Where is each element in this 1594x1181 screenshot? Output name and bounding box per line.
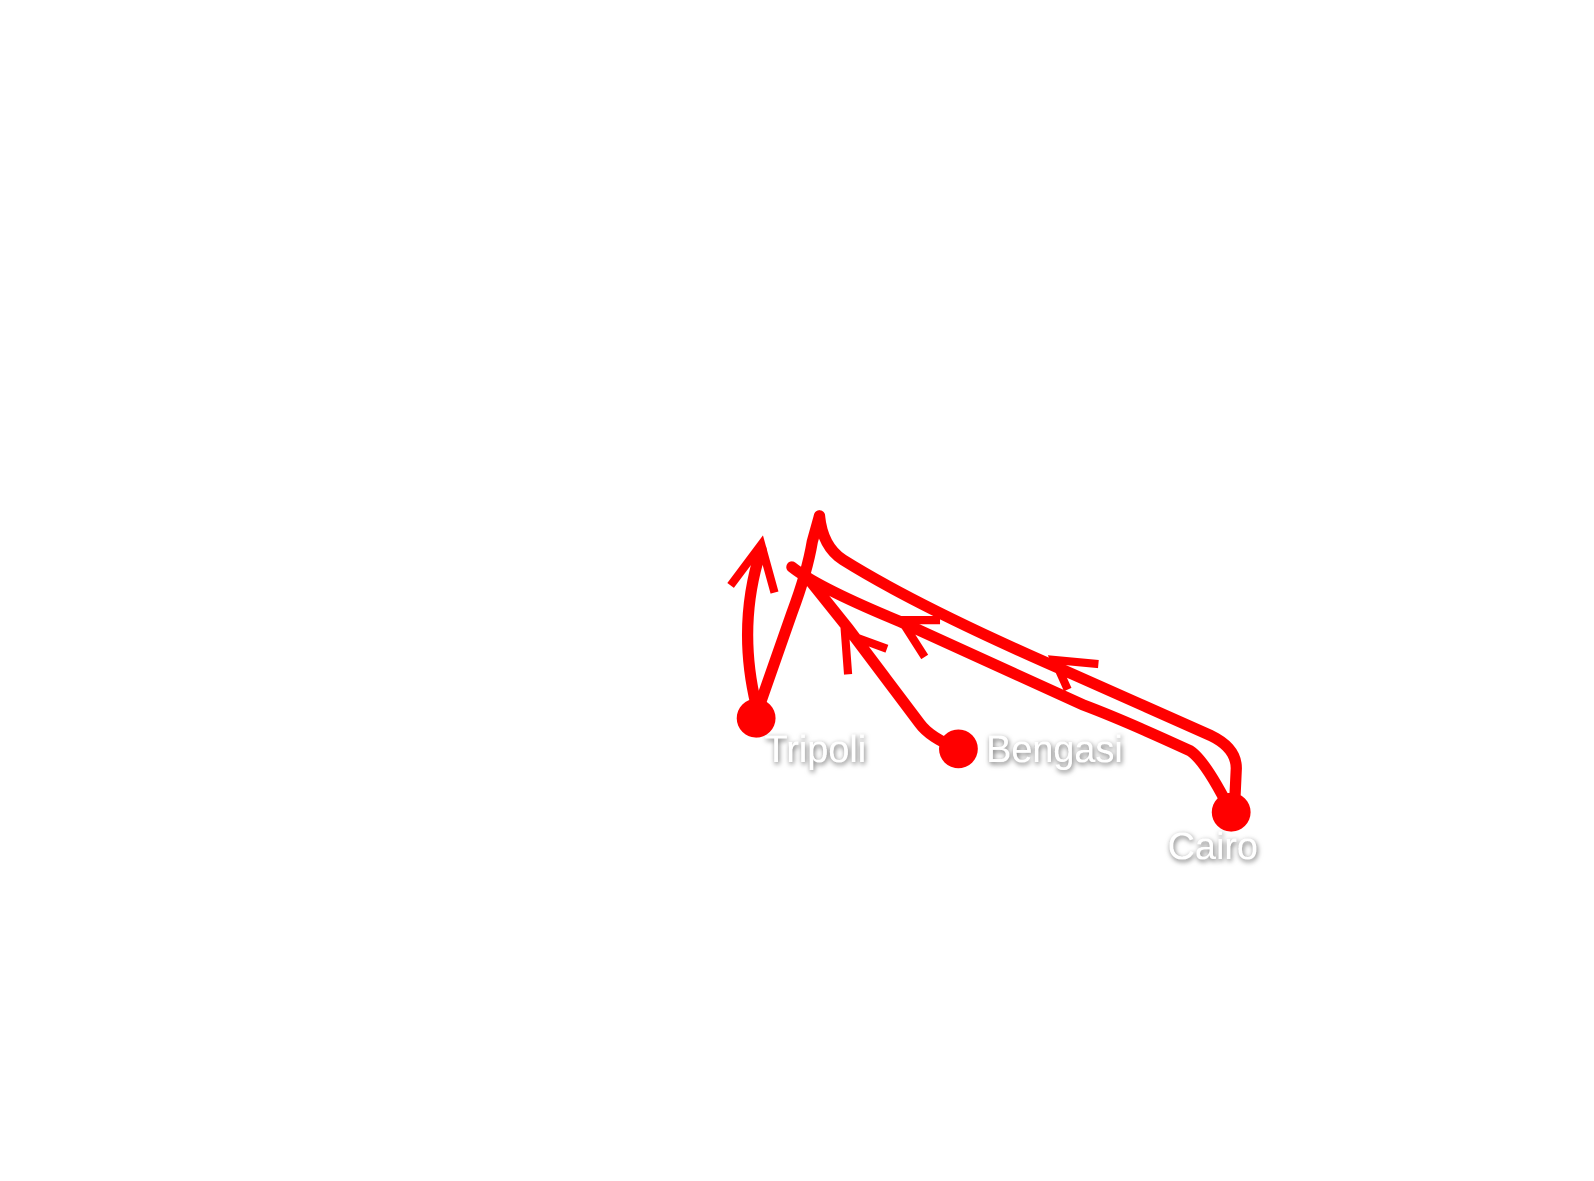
city-label: Bengasi <box>986 729 1123 771</box>
arrow-head <box>893 616 941 660</box>
city-marker <box>1211 792 1251 832</box>
route <box>786 561 1237 818</box>
arrow-head <box>727 535 779 594</box>
route <box>741 544 767 711</box>
city-marker <box>736 698 776 738</box>
arrow-head <box>840 627 889 675</box>
arrow-head <box>1047 655 1099 692</box>
city-label: Cairo <box>1168 826 1258 868</box>
city-label: Tripoli <box>765 729 867 771</box>
route <box>801 571 965 755</box>
city-marker <box>939 729 978 769</box>
route <box>813 510 1242 818</box>
